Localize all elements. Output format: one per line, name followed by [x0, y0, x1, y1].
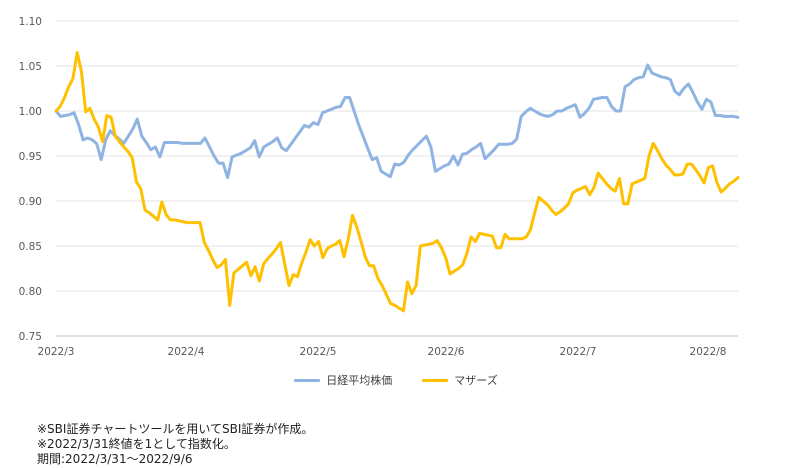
y-tick-label: 0.80	[19, 286, 42, 298]
x-tick-label: 2022/7	[560, 346, 597, 358]
legend-item-nikkei: 日経平均株価	[294, 372, 392, 388]
y-axis-ticks: 0.75 0.80 0.85 0.90 0.95 1.00 1.05 1.10	[19, 16, 42, 343]
legend-swatch-mothers	[422, 378, 449, 382]
y-tick-label: 1.00	[19, 106, 42, 118]
legend-label-nikkei: 日経平均株価	[326, 374, 393, 387]
legend: 日経平均株価 マザーズ	[0, 372, 792, 388]
footnote-index: ※2022/3/31終値を1として指数化。	[37, 437, 236, 451]
y-tick-label: 1.05	[19, 61, 42, 73]
legend-label-mothers: マザーズ	[454, 374, 498, 387]
footnotes: ※SBI証券チャートツールを用いてSBI証券が作成。 ※2022/3/31終値を…	[37, 422, 313, 467]
legend-swatch-nikkei	[294, 378, 321, 382]
line-chart: 0.750.800.850.900.951.001.051.10 2022/3 2…	[19, 16, 740, 358]
legend-item-mothers: マザーズ	[422, 372, 498, 388]
y-tick-label: 0.90	[19, 196, 42, 208]
footnote-period: 期間:2022/3/31～2022/9/6	[37, 452, 193, 466]
series-lines	[54, 51, 740, 313]
x-tick-label: 2022/6	[428, 346, 465, 358]
x-axis-ticks: 2022/3 2022/4 2022/5 2022/6 2022/7 2022/8	[38, 346, 727, 358]
y-tick-label: 0.75	[19, 331, 42, 343]
y-tick-label: 0.85	[19, 241, 42, 253]
y-tick-label: 0.95	[19, 151, 42, 163]
x-tick-label: 2022/4	[168, 346, 205, 358]
series-line-nikkei	[54, 63, 740, 180]
gridlines	[56, 20, 738, 337]
x-tick-label: 2022/8	[690, 346, 727, 358]
series-line-mothers	[54, 51, 740, 313]
footnote-source: ※SBI証券チャートツールを用いてSBI証券が作成。	[37, 422, 314, 436]
y-tick-label: 1.10	[19, 16, 42, 28]
x-tick-label: 2022/3	[38, 346, 75, 358]
x-tick-label: 2022/5	[300, 346, 337, 358]
